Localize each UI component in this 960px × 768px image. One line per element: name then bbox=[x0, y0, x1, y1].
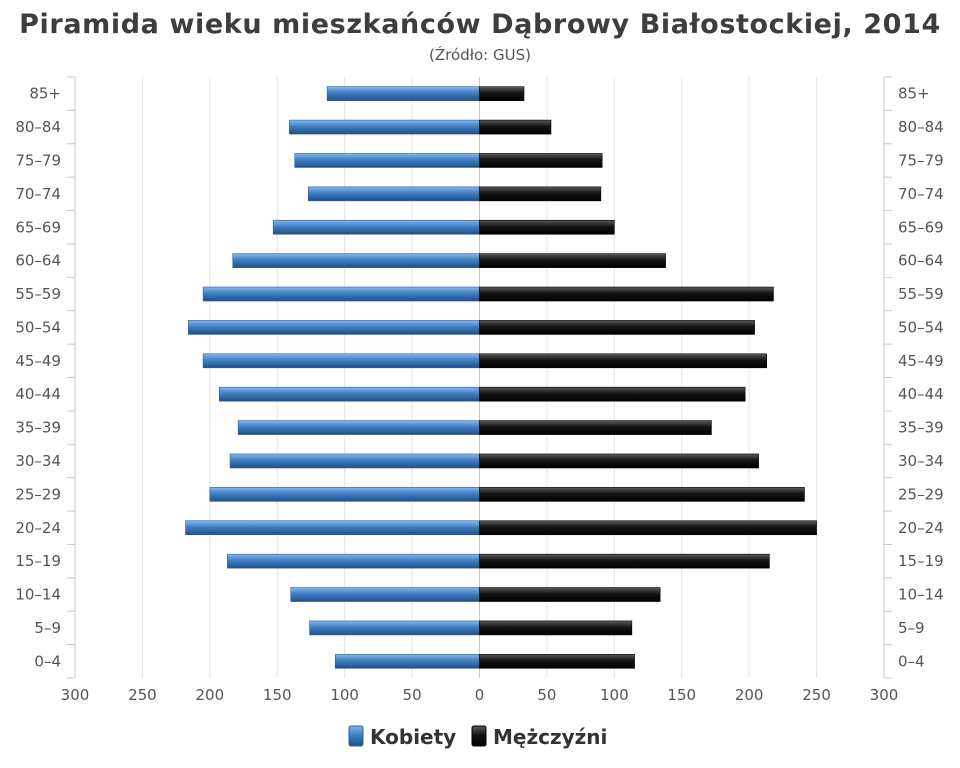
bar-kobiety[interactable] bbox=[218, 386, 480, 402]
legend-item-kobiety[interactable]: Kobiety bbox=[348, 725, 456, 749]
category-label-right: 40–44 bbox=[898, 385, 944, 403]
x-tick-label: 100 bbox=[600, 686, 629, 704]
bar-mezczyzni[interactable] bbox=[479, 186, 602, 202]
category-label-right: 50–54 bbox=[898, 318, 944, 336]
category-label-right: 5–9 bbox=[898, 619, 925, 637]
x-tick-label: 250 bbox=[802, 686, 831, 704]
bar-mezczyzni[interactable] bbox=[479, 420, 712, 435]
bar-mezczyzni[interactable] bbox=[479, 153, 603, 168]
bar-kobiety[interactable] bbox=[232, 253, 480, 268]
chart-subtitle: (Źródło: GUS) bbox=[429, 45, 531, 64]
category-label-right: 45–49 bbox=[898, 352, 944, 370]
category-label-right: 15–19 bbox=[898, 552, 944, 570]
category-label-left: 45–49 bbox=[15, 352, 61, 370]
bar-kobiety[interactable] bbox=[289, 119, 480, 135]
category-label-right: 35–39 bbox=[898, 419, 944, 437]
category-labels: 85+ 85+ 80–84 80–84 75–79 75–79 70–74 70–74 65–6… bbox=[15, 85, 943, 671]
bar-mezczyzni[interactable] bbox=[479, 353, 767, 369]
bar-mezczyzni[interactable] bbox=[479, 86, 525, 101]
category-label-left: 70–74 bbox=[15, 185, 61, 203]
category-label-right: 25–29 bbox=[898, 485, 944, 503]
bar-kobiety[interactable] bbox=[272, 219, 480, 235]
bar-kobiety[interactable] bbox=[187, 320, 480, 335]
x-tick-label: 300 bbox=[870, 686, 899, 704]
bar-mezczyzni[interactable] bbox=[479, 119, 552, 135]
bar-mezczyzni[interactable] bbox=[479, 286, 774, 302]
x-tick-label: 150 bbox=[263, 686, 292, 704]
legend-swatch-mezczyzni bbox=[471, 725, 487, 747]
bar-kobiety[interactable] bbox=[290, 587, 480, 602]
bar-kobiety[interactable] bbox=[227, 553, 480, 569]
bar-kobiety[interactable] bbox=[202, 353, 480, 369]
bar-mezczyzni[interactable] bbox=[479, 553, 770, 569]
category-label-right: 65–69 bbox=[898, 218, 944, 236]
x-tick-labels: 300 250 200 150 100 50 0 50 100 150 200 250 300 bbox=[61, 686, 899, 704]
x-tick-label: 200 bbox=[196, 686, 225, 704]
category-label-left: 85+ bbox=[29, 85, 61, 103]
category-label-left: 20–24 bbox=[15, 519, 61, 537]
bar-kobiety[interactable] bbox=[307, 186, 480, 202]
category-label-left: 50–54 bbox=[15, 318, 61, 336]
bar-kobiety[interactable] bbox=[209, 487, 480, 502]
bar-mezczyzni[interactable] bbox=[479, 620, 633, 636]
bar-mezczyzni[interactable] bbox=[479, 253, 666, 268]
category-label-right: 75–79 bbox=[898, 151, 944, 169]
legend: Kobiety Mężczyźni bbox=[348, 725, 607, 749]
category-label-left: 10–14 bbox=[15, 586, 61, 604]
bar-mezczyzni[interactable] bbox=[479, 654, 635, 669]
bar-mezczyzni[interactable] bbox=[479, 487, 805, 502]
x-tick-label: 50 bbox=[537, 686, 556, 704]
bar-kobiety[interactable] bbox=[334, 654, 480, 669]
bar-mezczyzni[interactable] bbox=[479, 587, 661, 602]
bar-mezczyzni[interactable] bbox=[479, 453, 759, 469]
legend-label-kobiety: Kobiety bbox=[370, 725, 456, 749]
category-label-right: 20–24 bbox=[898, 519, 944, 537]
bar-mezczyzni[interactable] bbox=[479, 320, 755, 335]
category-label-left: 5–9 bbox=[34, 619, 61, 637]
category-label-left: 40–44 bbox=[15, 385, 61, 403]
category-label-right: 55–59 bbox=[898, 285, 944, 303]
bars bbox=[185, 86, 817, 669]
legend-item-mezczyzni[interactable]: Mężczyźni bbox=[471, 725, 607, 749]
legend-swatch-kobiety bbox=[348, 725, 364, 747]
x-tick-label: 300 bbox=[61, 686, 90, 704]
x-tick-label: 200 bbox=[735, 686, 764, 704]
category-label-left: 25–29 bbox=[15, 485, 61, 503]
category-label-right: 60–64 bbox=[898, 252, 944, 270]
category-label-right: 80–84 bbox=[898, 118, 944, 136]
bar-kobiety[interactable] bbox=[185, 520, 480, 536]
x-tick-label: 250 bbox=[128, 686, 157, 704]
category-label-left: 60–64 bbox=[15, 252, 61, 270]
category-label-left: 30–34 bbox=[15, 452, 61, 470]
category-label-right: 10–14 bbox=[898, 586, 944, 604]
bar-kobiety[interactable] bbox=[237, 420, 480, 435]
category-label-right: 30–34 bbox=[898, 452, 944, 470]
bar-kobiety[interactable] bbox=[326, 86, 480, 101]
bar-kobiety[interactable] bbox=[309, 620, 480, 636]
category-label-left: 80–84 bbox=[15, 118, 61, 136]
bar-mezczyzni[interactable] bbox=[479, 386, 746, 402]
bar-mezczyzni[interactable] bbox=[479, 219, 615, 235]
category-label-left: 35–39 bbox=[15, 419, 61, 437]
bar-mezczyzni[interactable] bbox=[479, 520, 817, 536]
legend-label-mezczyzni: Mężczyźni bbox=[493, 725, 607, 749]
category-label-left: 0–4 bbox=[34, 652, 61, 670]
x-tick-label: 0 bbox=[475, 686, 485, 704]
category-label-left: 15–19 bbox=[15, 552, 61, 570]
x-tick-label: 50 bbox=[403, 686, 422, 704]
chart-title: Piramida wieku mieszkańców Dąbrowy Biało… bbox=[19, 9, 941, 40]
bar-kobiety[interactable] bbox=[294, 153, 480, 168]
x-tick-label: 150 bbox=[667, 686, 696, 704]
category-label-right: 70–74 bbox=[898, 185, 944, 203]
x-tick-label: 100 bbox=[330, 686, 359, 704]
category-label-right: 85+ bbox=[898, 85, 930, 103]
category-label-left: 75–79 bbox=[15, 151, 61, 169]
bar-kobiety[interactable] bbox=[229, 453, 480, 469]
category-label-left: 55–59 bbox=[15, 285, 61, 303]
axes bbox=[67, 76, 892, 679]
category-label-right: 0–4 bbox=[898, 652, 925, 670]
bar-kobiety[interactable] bbox=[202, 286, 480, 302]
category-label-left: 65–69 bbox=[15, 218, 61, 236]
